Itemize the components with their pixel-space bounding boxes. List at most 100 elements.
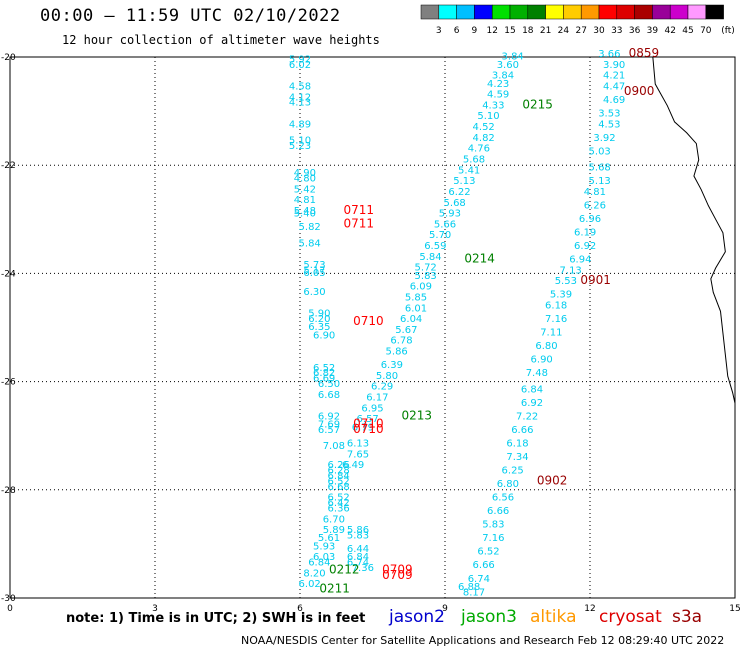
x-tick-label: 3 (152, 604, 158, 614)
data-point-label: 5.17 (303, 265, 325, 276)
scale-tick: 33 (611, 26, 622, 36)
data-point-label: 6.17 (366, 393, 388, 404)
data-point-label: 6.44 (347, 544, 369, 555)
data-point-label: 6.52 (313, 363, 335, 374)
data-point-label: 5.41 (458, 165, 480, 176)
data-point-label: 5.90 (308, 309, 330, 320)
data-point-label: 3.60 (497, 60, 519, 71)
data-point-label: 6.02 (289, 60, 311, 71)
data-point-label: 5.23 (289, 141, 311, 152)
time-label: 0710 (353, 417, 384, 431)
data-point-label: 5.93 (313, 541, 335, 552)
data-point-label: 6.70 (323, 514, 345, 525)
scale-tick: 36 (629, 26, 641, 36)
data-point-label: 6.25 (502, 466, 524, 477)
data-point-label: 6.36 (328, 503, 350, 514)
data-point-label: 7.08 (323, 441, 345, 452)
data-point-label: 6.13 (347, 439, 369, 450)
data-point-label: 6.29 (371, 382, 393, 393)
time-label: 0859 (629, 46, 660, 60)
legend-jason3: jason3 (461, 607, 517, 627)
data-point-label: 8.17 (463, 587, 485, 598)
y-tick-label: -24 (1, 269, 16, 279)
x-tick-label: 15 (729, 604, 740, 614)
time-label: 0711 (344, 203, 375, 217)
data-point-label: 5.53 (555, 276, 577, 287)
time-label: 0711 (344, 216, 375, 230)
data-point-label: 6.78 (390, 336, 412, 347)
data-point-label: 4.81 (294, 195, 316, 206)
scale-tick: 24 (558, 26, 570, 36)
data-point-label: 6.02 (299, 579, 321, 590)
x-tick-label: 9 (442, 604, 448, 614)
data-point-label: 6.68 (328, 482, 350, 493)
data-point-label: 5.93 (439, 209, 461, 220)
time-label: 0709 (382, 563, 413, 577)
data-point-label: 6.84 (347, 552, 369, 563)
data-point-label: 5.68 (463, 154, 485, 165)
data-point-label: 5.84 (419, 252, 441, 263)
chart-subtitle: 12 hour collection of altimeter wave hei… (62, 33, 380, 47)
data-point-label: 6.74 (468, 574, 490, 585)
data-point-label: 4.80 (294, 173, 316, 184)
data-point-label: 4.59 (487, 90, 509, 101)
data-point-label: 6.30 (303, 287, 325, 298)
data-point-label: 4.47 (603, 81, 625, 92)
data-point-label: 6.90 (531, 355, 553, 366)
scale-tick: 18 (522, 26, 534, 36)
data-point-label: 6.18 (545, 301, 567, 312)
data-point-label: 4.23 (487, 79, 509, 90)
time-label: 0900 (624, 84, 655, 98)
scale-tick: 6 (454, 26, 460, 36)
data-point-label: 4.90 (294, 168, 316, 179)
data-point-label: 6.80 (535, 341, 557, 352)
x-tick-label: 6 (297, 604, 303, 614)
data-point-label: 7.48 (526, 368, 548, 379)
data-point-label: 6.74 (347, 558, 369, 569)
data-point-label: 6.04 (400, 314, 422, 325)
data-point-label: 5.13 (453, 176, 475, 187)
data-point-label: 6.19 (574, 228, 596, 239)
time-label: 0710 (353, 314, 384, 328)
data-point-label: 6.84 (328, 471, 350, 482)
data-point-label: 6.92 (521, 398, 543, 409)
data-point-label: 5.68 (444, 198, 466, 209)
data-point-label: 5.86 (386, 347, 408, 358)
data-point-label: 4.53 (598, 119, 620, 130)
data-point-label: 6.92 (318, 411, 340, 422)
data-point-label: 5.48 (294, 206, 316, 217)
data-point-label: 6.96 (579, 214, 601, 225)
data-point-label: 7.16 (482, 533, 504, 544)
data-point-label: 6.03 (313, 552, 335, 563)
y-tick-label: -22 (1, 161, 16, 171)
x-tick-label: 0 (7, 604, 13, 614)
data-point-label: 5.83 (347, 530, 369, 541)
data-point-label: 6.09 (410, 282, 432, 293)
data-point-label: 5.39 (550, 290, 572, 301)
data-point-label: 5.70 (429, 230, 451, 241)
data-point-label: 5.72 (415, 263, 437, 274)
data-point-label: 4.89 (289, 119, 311, 130)
data-point-label: 6.39 (381, 360, 403, 371)
data-point-label: 6.20 (308, 314, 330, 325)
data-point-label: 5.73 (303, 260, 325, 271)
data-point-label: 6.42 (328, 498, 350, 509)
data-point-label: 5.83 (482, 520, 504, 531)
scale-tick: 15 (504, 26, 515, 36)
data-point-label: 5.85 (405, 292, 427, 303)
data-point-label: 6.49 (342, 460, 364, 471)
data-point-label: 5.68 (589, 163, 611, 174)
data-point-label: 7.34 (506, 452, 528, 463)
plot-frame (9, 56, 736, 599)
legend-s3a: s3a (672, 607, 703, 627)
data-point-label: 5.82 (299, 222, 321, 233)
time-label: 0901 (580, 273, 611, 287)
scale-tick: 21 (540, 26, 551, 36)
data-point-label: 6.28 (328, 466, 350, 477)
data-point-label: 5.92 (289, 54, 311, 65)
data-point-label: 5.61 (318, 533, 340, 544)
data-point-label: 7.22 (516, 411, 538, 422)
scale-tick: 9 (472, 26, 478, 36)
data-point-label: 6.26 (328, 460, 350, 471)
